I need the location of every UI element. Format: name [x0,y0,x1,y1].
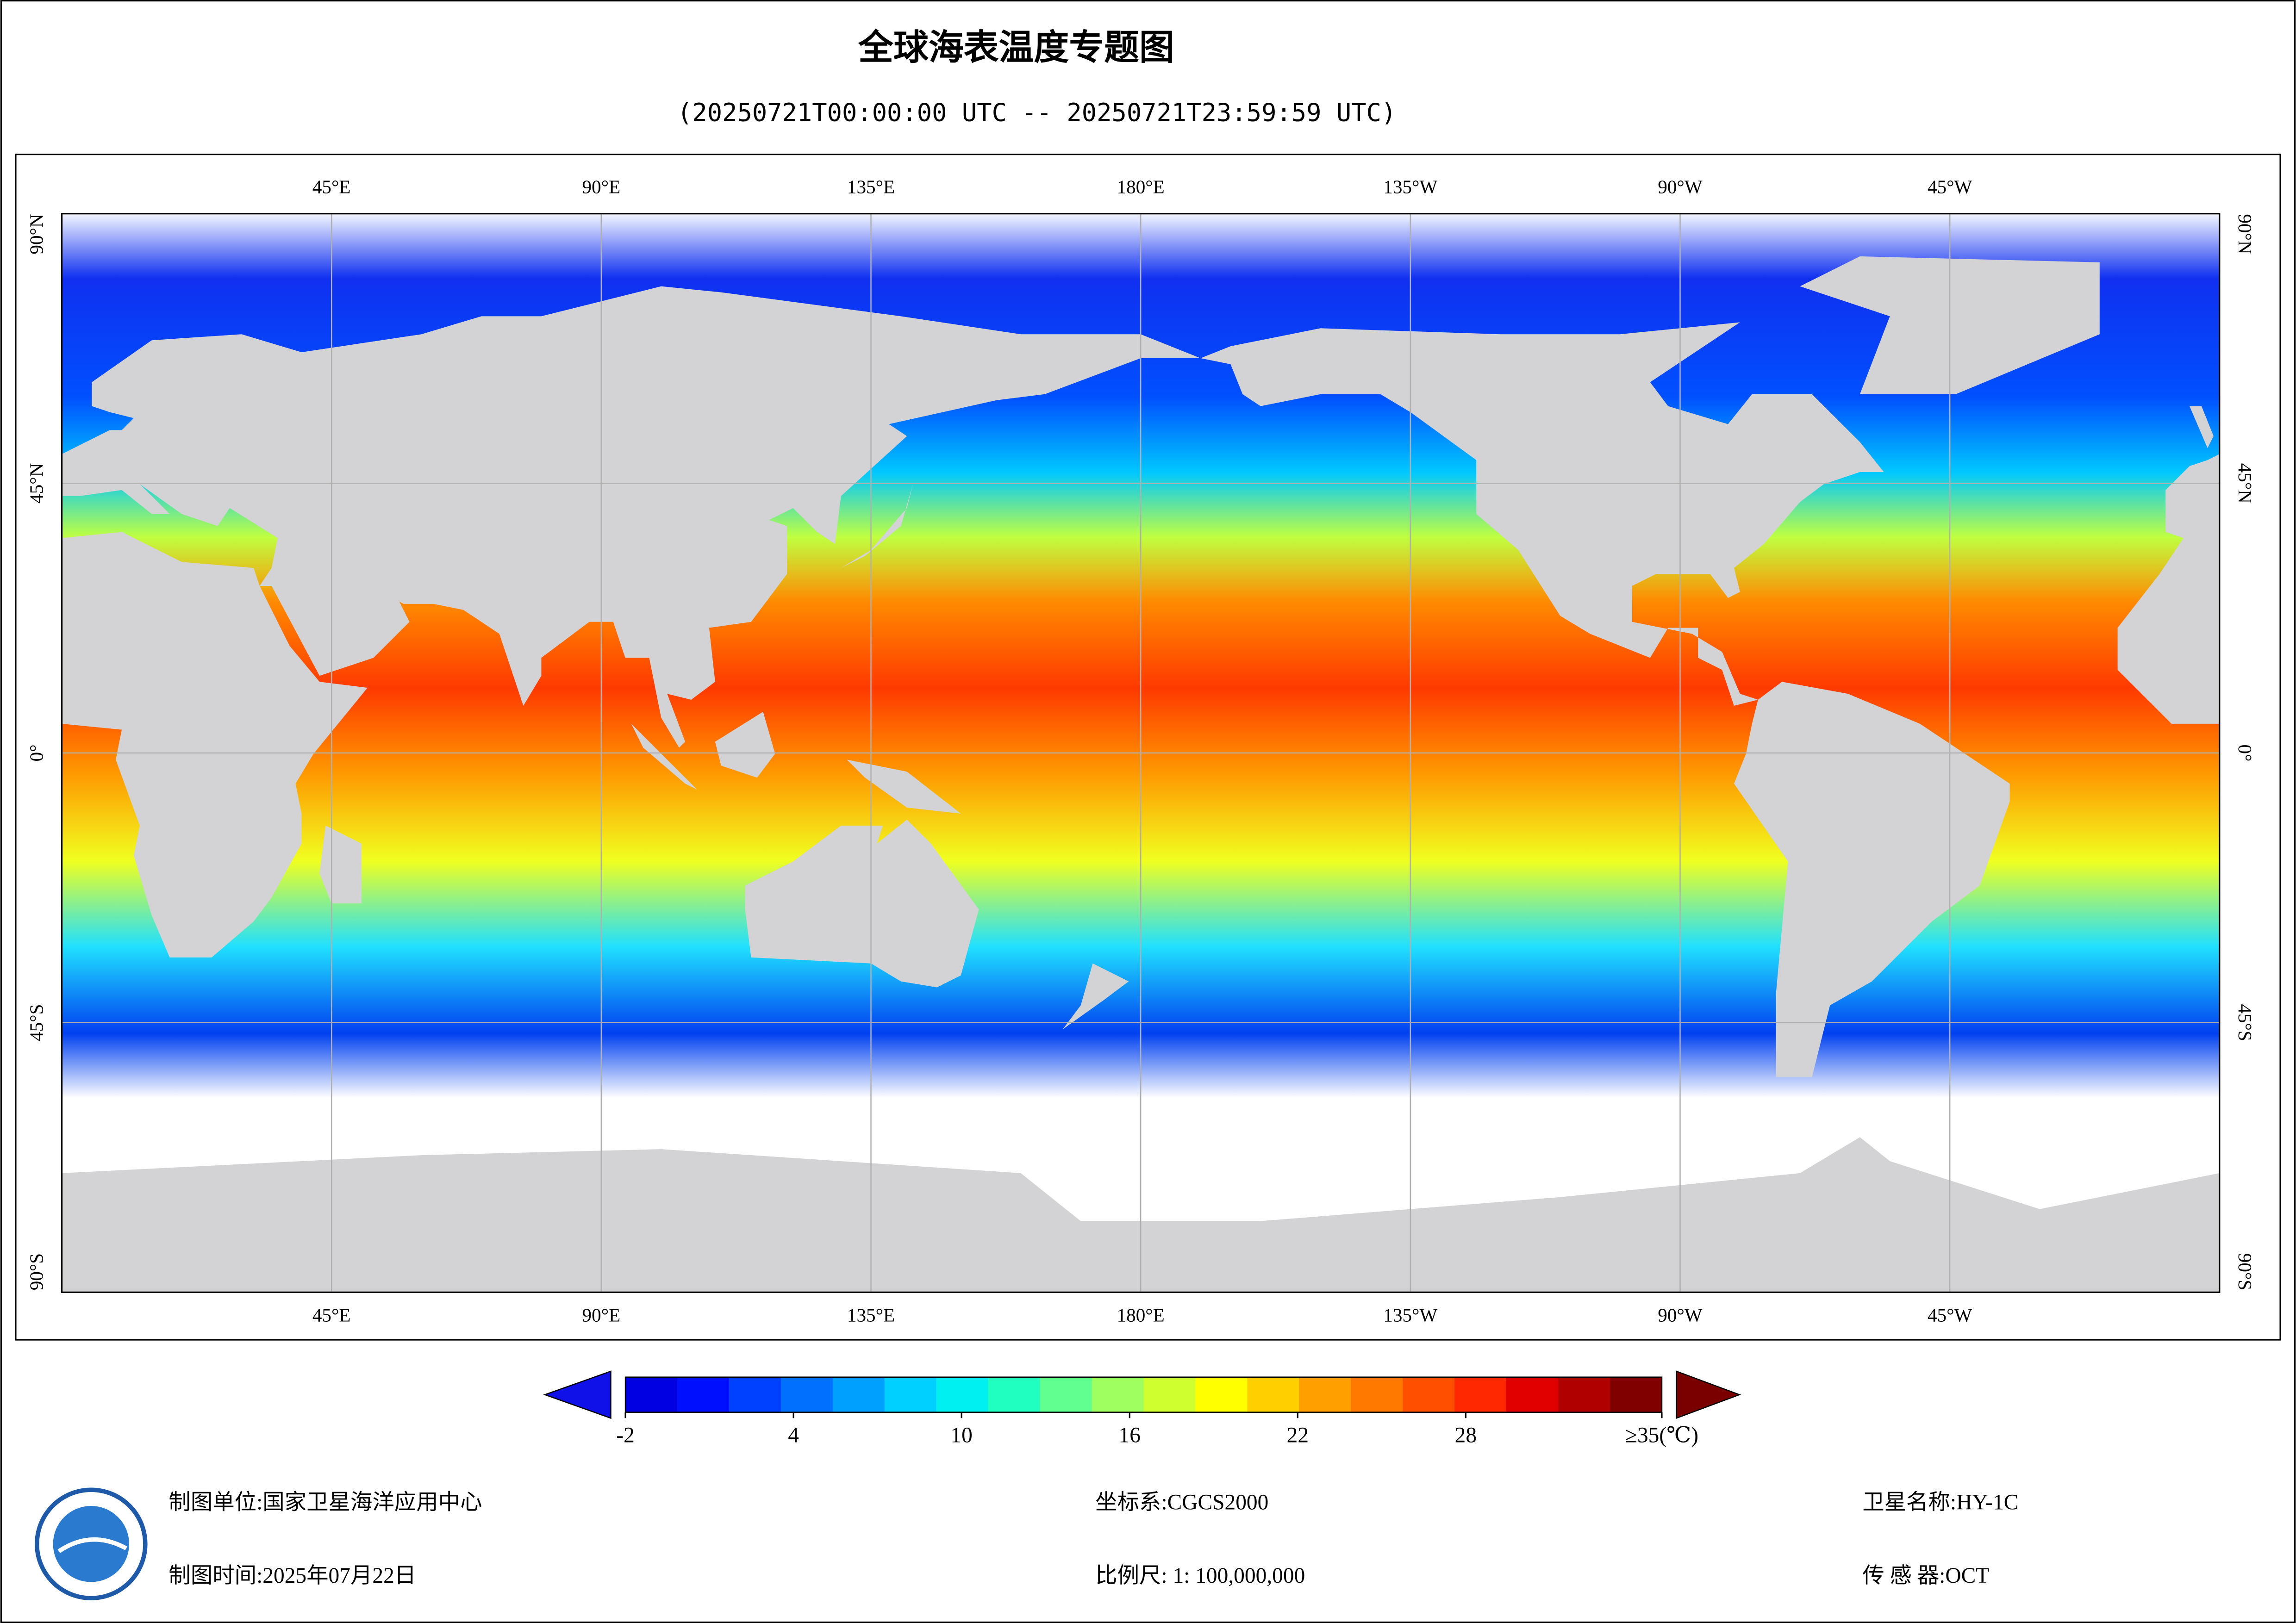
colorbar-step [988,1377,1041,1412]
x-tick-label: 90°E [582,1305,621,1326]
colorbar-tick-label: 28 [1455,1423,1477,1447]
colorbar-step [729,1377,781,1412]
logo-orbit [57,1537,127,1553]
y-tick-label: 90°N [2234,214,2256,254]
colorbar-step [1351,1377,1404,1412]
colorbar-step [780,1377,833,1412]
y-tick-label: 90°S [2234,1253,2256,1290]
footer-info: 比例尺: 1: 100,000,000 [1095,1564,1305,1588]
colorbar-step [677,1377,730,1412]
footer-info: 制图单位:国家卫星海洋应用中心 [168,1491,482,1515]
colorbar-tick-label: 22 [1287,1423,1309,1447]
x-tick-label: 45°W [1928,1305,1972,1326]
colorbar-tick-label: 16 [1119,1423,1141,1447]
logo-globe [53,1506,130,1582]
colorbar-tick-label: 4 [788,1423,799,1447]
colorbar-tick-label: ≥35(℃) [1625,1423,1698,1447]
colorbar-step [1195,1377,1248,1412]
y-tick-label: 45°N [25,463,47,504]
colorbar-step [1454,1377,1507,1412]
subtitle: (20250721T00:00:00 UTC -- 20250721T23:59… [677,98,1396,127]
x-tick-label: 135°E [847,176,895,197]
colorbar-tick-label: -2 [616,1423,635,1447]
colorbar-step [1558,1377,1610,1412]
colorbar-over-arrow [1676,1370,1741,1419]
colorbar-step [1610,1377,1662,1412]
map-frame [15,154,2281,1341]
colorbar-step [1403,1377,1455,1412]
x-tick-label: 90°W [1658,1305,1703,1326]
y-tick-label: 45°N [2234,463,2256,504]
colorbar-step [1040,1377,1092,1412]
logo [35,1487,148,1600]
x-tick-label: 45°W [1928,176,1972,197]
colorbar-tick-label: 10 [950,1423,972,1447]
x-tick-label: 135°W [1383,1305,1437,1326]
colorbar-under-arrow [543,1370,611,1419]
colorbar-border [624,1376,1663,1413]
australia [745,820,1129,1030]
footer-info: 卫星名称:HY-1C [1862,1491,2018,1515]
colorbar-step [625,1377,678,1412]
x-tick-label: 135°E [847,1305,895,1326]
y-tick-label: 90°N [25,214,47,254]
colorbar-step [884,1377,937,1412]
y-tick-label: 90°S [25,1253,47,1290]
north-america [1200,256,2100,706]
map [61,213,2221,1293]
title: 全球海表温度专题图 [858,27,1174,68]
y-tick-label: 45°S [25,1004,47,1041]
colorbar-step [1143,1377,1196,1412]
colorbar-step [1247,1377,1300,1412]
y-tick-label: 45°S [2234,1004,2256,1041]
x-tick-label: 180°E [1117,176,1165,197]
colorbar-step [936,1377,989,1412]
x-tick-label: 45°E [312,1305,351,1326]
x-tick-label: 45°E [312,176,351,197]
y-tick-label: 0° [25,745,47,762]
colorbar-step [832,1377,885,1412]
footer-info: 传 感 器:OCT [1862,1564,1989,1588]
x-tick-label: 135°W [1383,176,1437,197]
footer-info: 制图时间:2025年07月22日 [168,1564,416,1588]
x-tick-label: 90°W [1658,176,1703,197]
south-america [1734,682,2010,1077]
colorbar-step [1092,1377,1144,1412]
colorbar-step [1506,1377,1559,1412]
y-tick-label: 0° [2234,745,2256,762]
footer-info: 坐标系:CGCS2000 [1095,1491,1268,1515]
x-tick-label: 90°E [582,176,621,197]
colorbar-step [1299,1377,1352,1412]
map-border [61,213,2221,1293]
x-tick-label: 180°E [1117,1305,1165,1326]
